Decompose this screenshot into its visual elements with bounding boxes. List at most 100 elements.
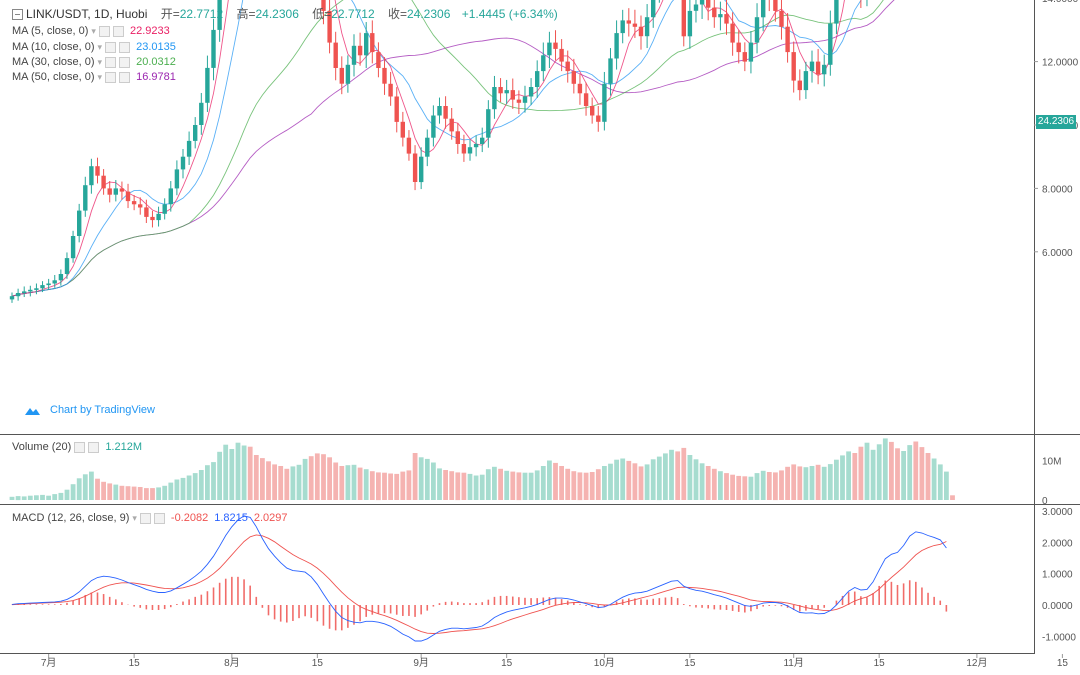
settings-icon[interactable] <box>74 441 86 453</box>
candle-body <box>394 96 399 122</box>
close-icon[interactable] <box>88 441 100 453</box>
volume-tick-label: 0 <box>1042 496 1048 507</box>
time-tick-label: 15 <box>1057 658 1069 669</box>
chevron-down-icon[interactable]: ▾ <box>97 42 103 52</box>
candle-body <box>528 87 534 97</box>
close-icon[interactable] <box>112 25 124 37</box>
volume-bar <box>376 472 381 501</box>
volume-bar <box>901 451 906 500</box>
volume-bar <box>308 456 314 500</box>
time-tick-label: 15 <box>874 658 886 669</box>
volume-bar <box>510 471 516 500</box>
close-icon[interactable] <box>119 56 131 68</box>
volume-bar <box>589 472 595 500</box>
volume-bar <box>773 472 778 501</box>
volume-bar <box>113 484 119 500</box>
candle-body <box>761 0 766 18</box>
macd-line-value: 1.8215 <box>214 512 248 524</box>
volume-bar <box>443 470 448 500</box>
volume-bar <box>522 472 528 500</box>
volume-bar <box>650 459 656 500</box>
candle-body <box>34 288 39 290</box>
volume-bar <box>705 466 711 500</box>
time-tick-label: 15 <box>684 658 696 669</box>
chevron-down-icon[interactable]: ▾ <box>97 57 103 67</box>
candle-body <box>168 188 173 205</box>
close-icon[interactable] <box>119 71 131 83</box>
close-icon[interactable] <box>153 512 165 524</box>
candle-body <box>89 166 94 186</box>
candle-body <box>467 147 473 154</box>
candle-body <box>321 0 326 11</box>
indicator-ma30[interactable]: MA (30, close, 0) ▾ 20.0312 <box>12 55 176 69</box>
volume-bar <box>40 494 45 500</box>
chevron-down-icon[interactable]: ▾ <box>132 513 137 523</box>
candle-body <box>162 204 167 214</box>
indicator-label: MA (10, close, 0) <box>12 41 95 53</box>
volume-legend[interactable]: Volume (20) 1.212M <box>12 440 142 454</box>
macd-legend[interactable]: MACD (12, 26, close, 9) ▾ -0.2082 1.8215 2.0… <box>12 511 288 525</box>
candle-body <box>681 0 686 37</box>
indicator-ma5[interactable]: MA (5, close, 0) ▾ 22.9233 <box>12 24 170 38</box>
volume-bar <box>553 462 558 500</box>
candle-body <box>748 42 754 62</box>
volume-bar <box>461 472 467 500</box>
collapse-icon[interactable] <box>12 9 23 21</box>
volume-bar <box>602 466 607 500</box>
volume-bar <box>290 466 296 500</box>
candle-body <box>431 115 436 138</box>
time-tick-label: 11月 <box>783 657 803 669</box>
candle-body <box>388 83 393 97</box>
candlestick-series <box>9 0 868 303</box>
candle-body <box>52 280 57 284</box>
volume-bar <box>669 449 674 500</box>
volume-bar <box>400 471 406 500</box>
macd-series <box>11 515 948 642</box>
candle-body <box>779 10 784 27</box>
candle-body <box>419 156 424 183</box>
indicator-ma50[interactable]: MA (50, close, 0) ▾ 16.9781 <box>12 70 176 84</box>
macd-histogram-value: -0.2082 <box>170 512 209 524</box>
indicator-ma10[interactable]: MA (10, close, 0) ▾ 23.0135 <box>12 40 176 54</box>
volume-bar <box>766 472 772 500</box>
candle-body <box>406 137 412 154</box>
settings-icon[interactable] <box>139 512 151 524</box>
ma30-line <box>11 0 884 297</box>
chevron-down-icon[interactable]: ▾ <box>91 26 96 36</box>
candle-body <box>382 67 387 84</box>
volume-bar <box>889 441 894 500</box>
indicator-value: 20.0312 <box>136 56 176 68</box>
candle-body <box>443 106 448 119</box>
candle-body <box>559 48 564 62</box>
chevron-down-icon[interactable]: ▾ <box>97 72 103 82</box>
volume-bar <box>620 458 626 500</box>
close-icon[interactable] <box>119 41 131 53</box>
candle-body <box>15 293 21 297</box>
volume-bar <box>296 464 302 500</box>
volume-bar <box>211 462 216 500</box>
low-value: 22.7712 <box>331 7 375 21</box>
candle-body <box>40 285 45 289</box>
candle-body <box>461 144 467 154</box>
indicator-label: MA (30, close, 0) <box>12 56 95 68</box>
tradingview-watermark[interactable]: Chart by TradingView <box>22 404 155 416</box>
settings-icon[interactable] <box>105 71 117 83</box>
candle-body <box>797 80 802 91</box>
volume-bar <box>76 478 82 500</box>
settings-icon[interactable] <box>105 56 117 68</box>
candle-body <box>498 87 503 94</box>
volume-bar <box>632 463 638 500</box>
volume-bar <box>64 489 70 500</box>
volume-bar <box>95 478 100 500</box>
candle-body <box>547 42 552 56</box>
volume-bar <box>595 469 601 500</box>
settings-icon[interactable] <box>105 41 117 53</box>
volume-bar <box>626 460 632 500</box>
volume-bar <box>137 487 143 500</box>
candle-body <box>425 137 430 157</box>
volume-bar <box>70 484 76 500</box>
candle-body <box>553 42 558 49</box>
high-label: 高= <box>236 7 256 21</box>
settings-icon[interactable] <box>98 25 110 37</box>
